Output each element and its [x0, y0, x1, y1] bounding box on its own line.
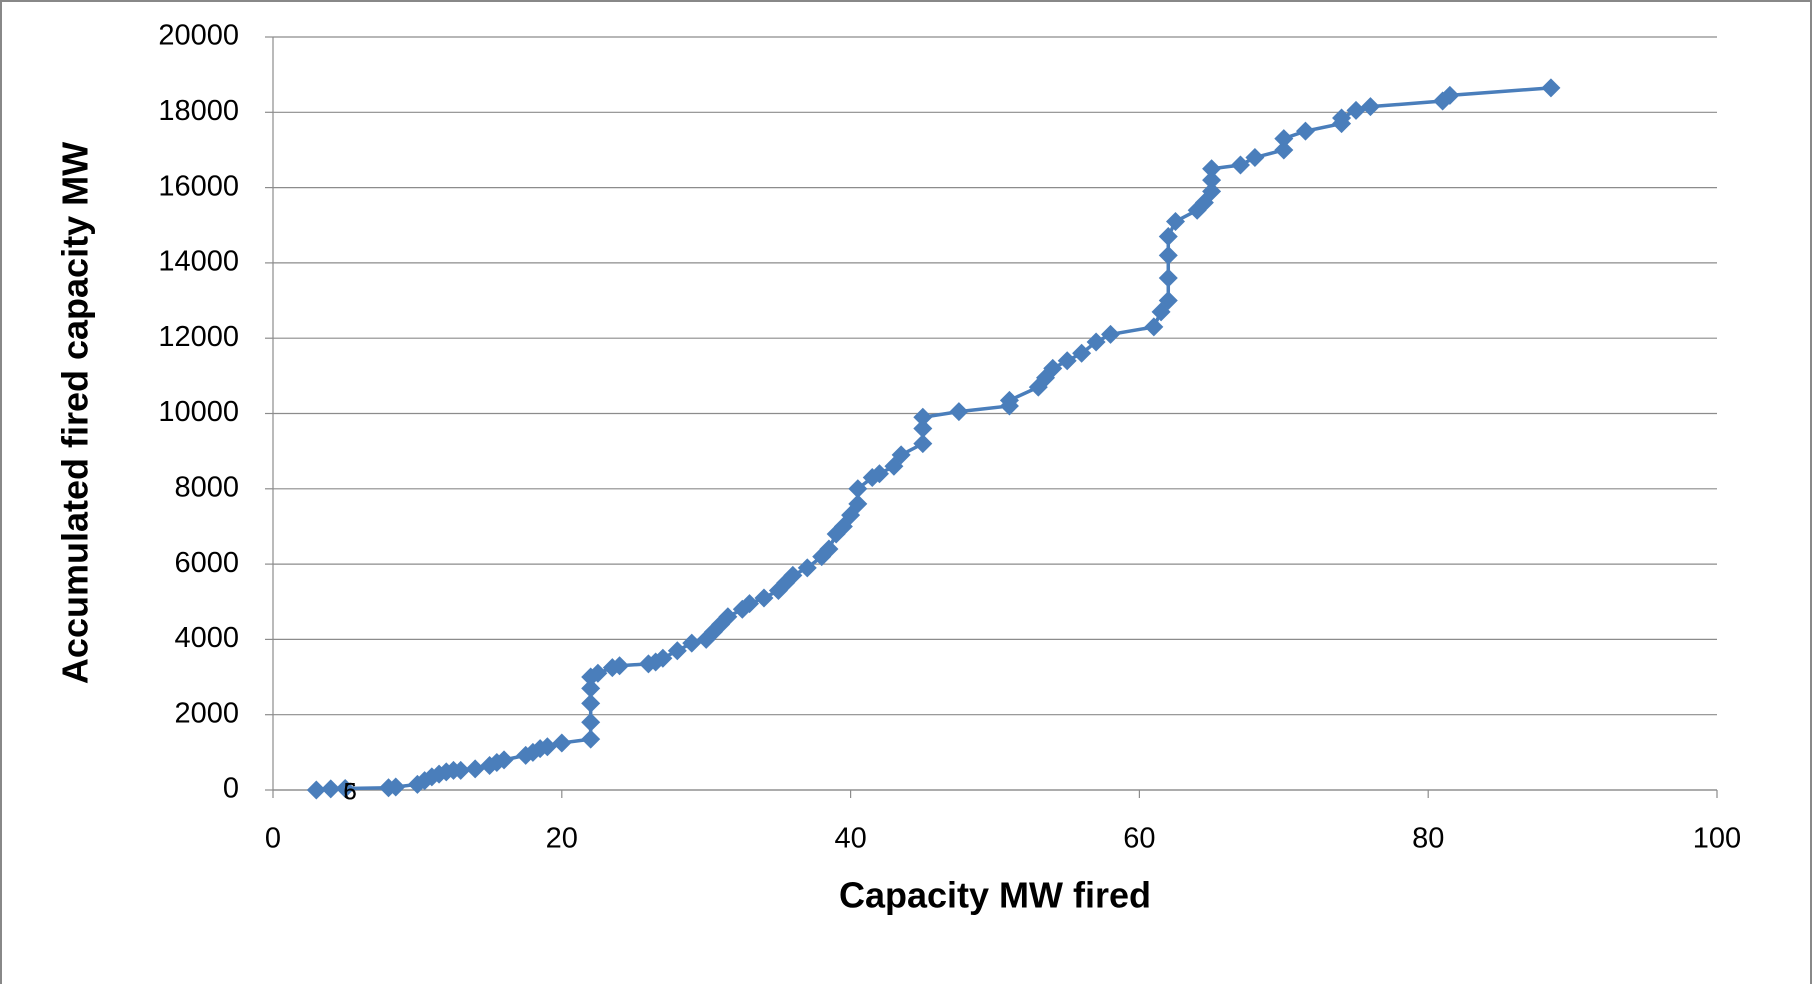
y-tick-label: 20000 — [158, 20, 239, 52]
data-point — [869, 464, 889, 484]
x-tick-label: 60 — [1123, 823, 1155, 855]
data-point — [819, 539, 839, 559]
data-point — [1057, 351, 1077, 371]
data-point — [1230, 155, 1250, 175]
y-axis-title: Accumulated fired capacity MW — [55, 142, 96, 684]
data-point — [581, 678, 601, 698]
data-point — [494, 750, 514, 770]
y-tick-label: 12000 — [158, 321, 239, 353]
data-point — [1274, 129, 1294, 149]
data-point — [1166, 211, 1185, 231]
x-tick-label: 0 — [265, 823, 281, 855]
data-point — [1202, 159, 1222, 179]
data-point — [1158, 227, 1178, 247]
y-tick-label: 8000 — [174, 471, 239, 503]
y-tick-label: 16000 — [158, 170, 239, 202]
y-tick-label: 2000 — [174, 697, 239, 729]
data-point — [537, 737, 557, 757]
data-point — [588, 663, 608, 683]
data-point — [848, 479, 868, 499]
data-point — [891, 445, 911, 465]
data-point — [1144, 317, 1164, 337]
y-tick-label: 14000 — [158, 246, 239, 278]
data-point — [1158, 268, 1178, 288]
data-point — [1158, 245, 1178, 265]
data-point — [610, 656, 630, 676]
y-tick-label: 10000 — [158, 396, 239, 428]
data-point — [321, 779, 341, 799]
data-point — [1440, 85, 1460, 105]
data-point — [682, 633, 702, 653]
y-tick-label: 4000 — [174, 622, 239, 654]
data-point — [1360, 97, 1380, 117]
x-tick-label: 80 — [1412, 823, 1444, 855]
x-tick-label: 20 — [546, 823, 578, 855]
data-point — [1274, 140, 1294, 160]
data-point — [581, 729, 601, 749]
data-point — [581, 712, 601, 732]
data-point — [1086, 332, 1106, 352]
data-point — [999, 390, 1019, 410]
data-point — [718, 607, 738, 627]
data-point — [754, 588, 774, 608]
y-tick-label: 18000 — [158, 95, 239, 127]
data-point — [841, 505, 861, 525]
data-point — [386, 777, 406, 797]
data-point — [552, 733, 572, 753]
data-point — [653, 648, 673, 668]
data-point — [306, 780, 326, 800]
data-point — [1072, 343, 1092, 363]
data-point — [913, 407, 933, 427]
x-axis-title: Capacity MW fired — [839, 875, 1151, 916]
data-point — [797, 558, 817, 578]
data-point — [581, 693, 601, 713]
data-label: 6 — [343, 778, 356, 805]
data-point — [1158, 291, 1178, 311]
data-point — [1245, 147, 1265, 167]
y-tick-label: 6000 — [174, 547, 239, 579]
data-point — [451, 760, 471, 780]
data-point — [913, 434, 933, 454]
data-point — [1295, 121, 1315, 141]
y-tick-label: 0 — [223, 773, 239, 805]
data-point — [1346, 100, 1366, 120]
data-point — [1202, 170, 1222, 190]
data-point — [465, 759, 485, 779]
data-point — [740, 594, 760, 614]
data-point — [848, 494, 868, 514]
data-label: 5 — [343, 778, 356, 805]
data-point — [1043, 358, 1063, 378]
x-tick-label: 40 — [834, 823, 866, 855]
data-point — [913, 419, 933, 439]
data-point — [783, 565, 803, 585]
data-point — [1541, 78, 1561, 98]
data-point — [335, 778, 355, 798]
x-tick-label: 100 — [1693, 823, 1741, 855]
data-point — [1101, 324, 1121, 344]
data-point — [1332, 108, 1352, 128]
data-point — [1202, 181, 1222, 201]
data-point — [667, 641, 687, 661]
data-point — [949, 402, 969, 422]
